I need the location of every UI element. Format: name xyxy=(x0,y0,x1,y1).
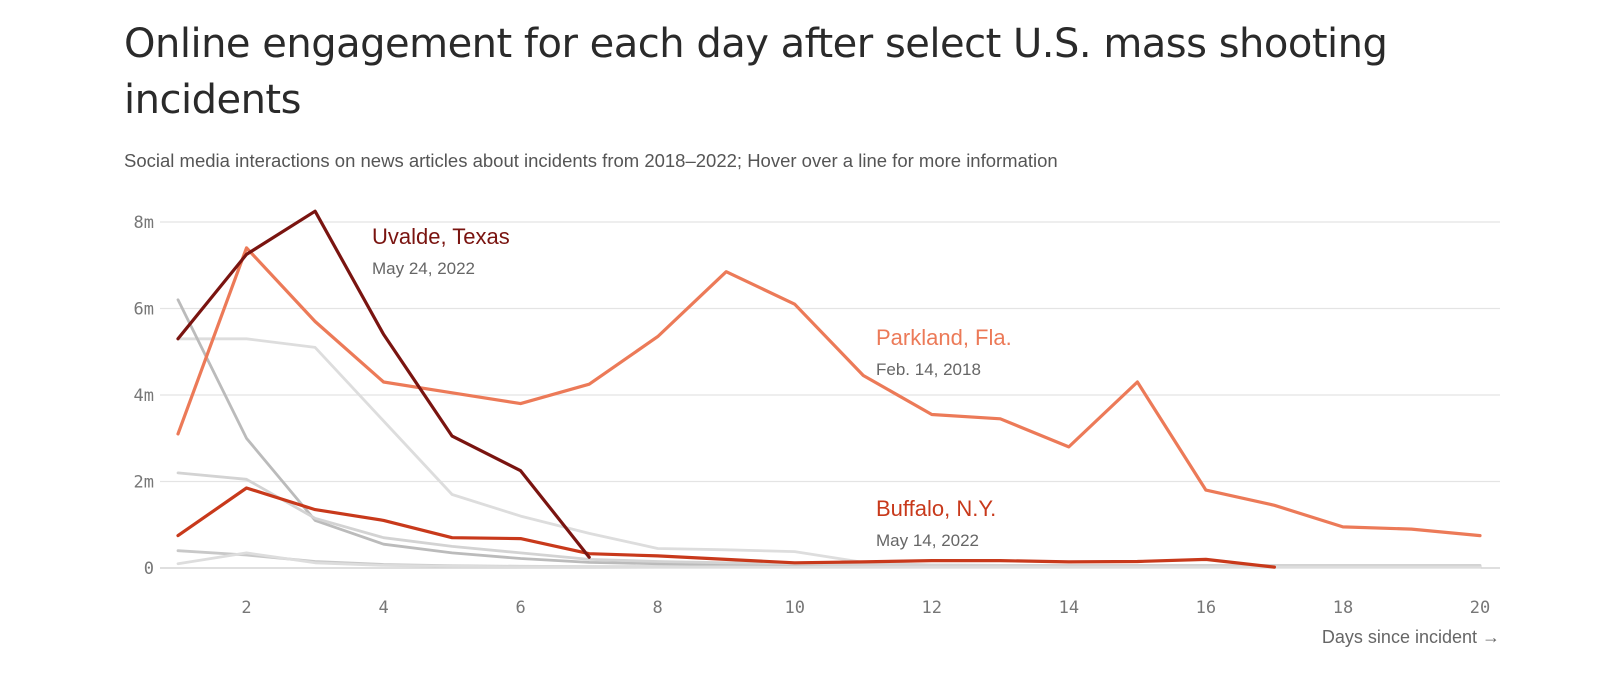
x-axis-label: Days since incident → xyxy=(1322,627,1500,647)
x-tick-label: 12 xyxy=(922,598,942,618)
y-tick-label: 8m xyxy=(134,213,154,233)
series-lines xyxy=(176,209,1482,569)
x-tick-label: 20 xyxy=(1470,598,1490,618)
annotations: Uvalde, Texas May 24, 2022 Parkland, Fla… xyxy=(372,224,1012,550)
annotation-parkland-date: Feb. 14, 2018 xyxy=(876,360,981,379)
x-tick-label: 4 xyxy=(378,598,388,618)
annotation-parkland-label: Parkland, Fla. xyxy=(876,325,1012,350)
y-axis-ticks: 0 2m 4m 6m 8m xyxy=(134,213,154,579)
annotation-uvalde-label: Uvalde, Texas xyxy=(372,224,510,249)
x-tick-label: 14 xyxy=(1059,598,1079,618)
series-line-parkland-fla[interactable] xyxy=(176,246,1482,538)
x-tick-label: 18 xyxy=(1333,598,1353,618)
chart-subtitle: Social media interactions on news articl… xyxy=(124,150,1058,171)
y-tick-label: 2m xyxy=(134,473,154,493)
x-tick-label: 2 xyxy=(241,598,251,618)
x-tick-label: 16 xyxy=(1196,598,1216,618)
chart-title: Online engagement for each day after sel… xyxy=(124,21,1388,123)
x-axis-ticks: 2 4 6 8 10 12 14 16 18 20 xyxy=(241,598,1490,618)
annotation-uvalde-date: May 24, 2022 xyxy=(372,259,475,278)
series-line-buffalo-n-y[interactable] xyxy=(176,486,1277,569)
y-tick-label: 6m xyxy=(134,300,154,320)
x-tick-label: 6 xyxy=(516,598,526,618)
x-tick-label: 8 xyxy=(653,598,663,618)
y-tick-label: 0 xyxy=(144,559,154,579)
series-line-uvalde-texas[interactable] xyxy=(176,209,591,559)
y-tick-label: 4m xyxy=(134,386,154,406)
x-tick-label: 10 xyxy=(784,598,804,618)
annotation-buffalo-label: Buffalo, N.Y. xyxy=(876,496,996,521)
annotation-buffalo-date: May 14, 2022 xyxy=(876,531,979,550)
